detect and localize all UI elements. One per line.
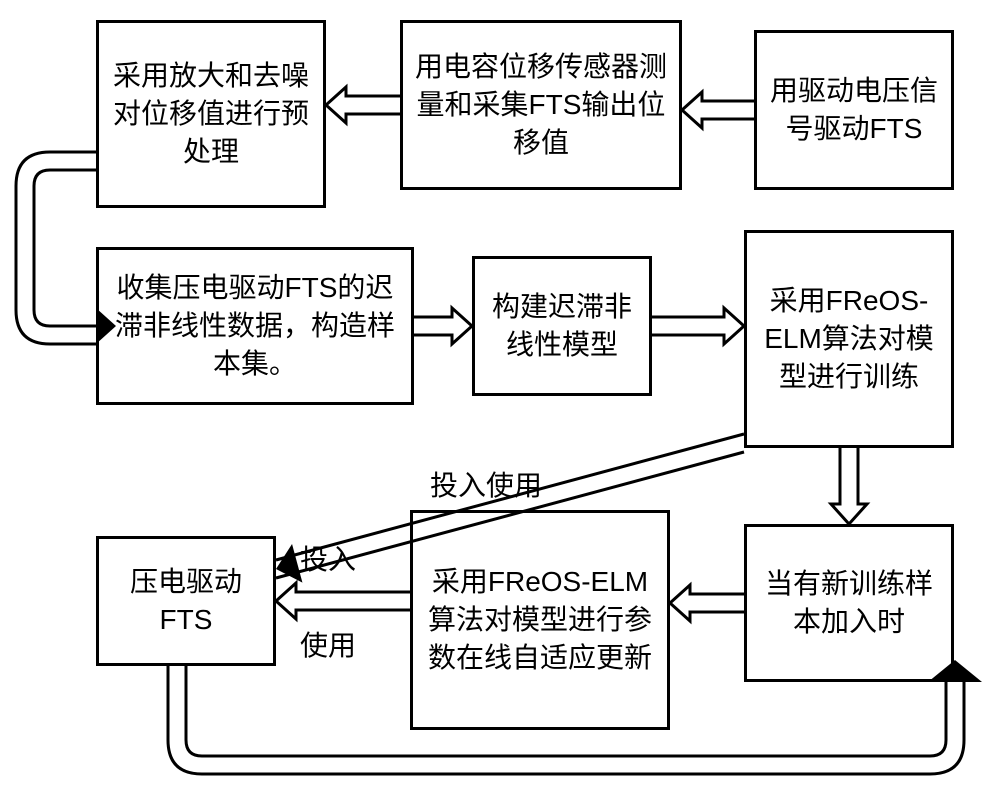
node-text: 收集压电驱动FTS的迟滞非线性数据，构造样本集。: [107, 269, 403, 382]
flowchart-node-b9: 压电驱动FTS: [96, 536, 276, 666]
flowchart-node-b1: 用驱动电压信号驱动FTS: [754, 30, 954, 190]
node-text: 构建迟滞非线性模型: [483, 288, 641, 364]
node-text: 采用放大和去噪对位移值进行预处理: [107, 57, 315, 170]
flowchart-node-b6: 采用FReOS-ELM算法对模型进行训练: [744, 230, 954, 448]
node-text: 当有新训练样本加入时: [755, 565, 943, 641]
flowchart-node-b7: 当有新训练样本加入时: [744, 524, 954, 682]
flowchart-node-b3: 采用放大和去噪对位移值进行预处理: [96, 20, 326, 208]
node-text: 用电容位移传感器测量和采集FTS输出位移值: [411, 48, 671, 161]
flowchart-node-b5: 构建迟滞非线性模型: [472, 256, 652, 396]
node-text: 压电驱动FTS: [107, 563, 265, 639]
flowchart-node-b2: 用电容位移传感器测量和采集FTS输出位移值: [400, 20, 682, 190]
node-text: 采用FReOS-ELM算法对模型进行参数在线自适应更新: [421, 563, 659, 676]
flowchart-node-b4: 收集压电驱动FTS的迟滞非线性数据，构造样本集。: [96, 247, 414, 405]
node-text: 用驱动电压信号驱动FTS: [765, 72, 943, 148]
flowchart-node-b8: 采用FReOS-ELM算法对模型进行参数在线自适应更新: [410, 510, 670, 730]
edge-label-l3: 使用: [300, 624, 356, 664]
edge-label-l1: 投入使用: [430, 464, 542, 504]
edge-label-l2: 投入: [300, 538, 356, 578]
node-text: 采用FReOS-ELM算法对模型进行训练: [755, 282, 943, 395]
